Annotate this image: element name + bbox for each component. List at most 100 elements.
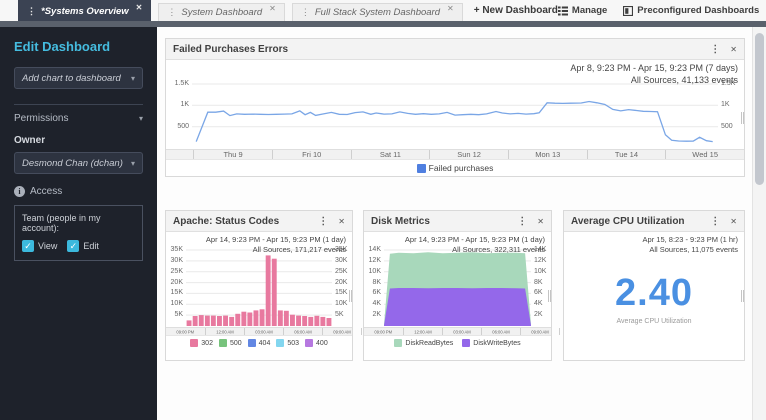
chart-info: Apr 14, 9:23 PM - Apr 15, 9:23 PM (1 day…: [206, 235, 346, 255]
close-icon[interactable]: ✕: [338, 216, 345, 226]
legend-label: 404: [258, 339, 271, 347]
y-tick-label: 14K: [534, 246, 547, 253]
legend-item[interactable]: 400: [305, 339, 328, 347]
y-tick-label: 1K: [180, 101, 189, 109]
manage-list-icon: [557, 6, 568, 15]
owner-label: Owner: [14, 135, 46, 146]
x-tick-label: 06:00 AM: [491, 329, 510, 334]
legend-item[interactable]: 404: [247, 339, 271, 347]
bar: [192, 316, 198, 326]
x-tick-cell: 12:00 AM: [204, 328, 244, 335]
bar: [308, 316, 314, 326]
legend-swatch: [305, 339, 314, 347]
sources-count: All Sources, 171,217 events: [252, 244, 346, 254]
x-tick-label: 09:00 PM: [374, 329, 393, 334]
y-tick-label: 25K: [170, 267, 183, 275]
close-icon[interactable]: ✕: [537, 216, 544, 226]
legend-item[interactable]: Failed purchases: [416, 163, 493, 173]
view-checkbox[interactable]: ✓ View: [22, 240, 57, 252]
legend-label: DiskWriteBytes: [473, 339, 521, 347]
chart-legend: Failed purchases: [166, 163, 744, 173]
x-tick-label: 06:00 AM: [293, 329, 312, 334]
panel-header[interactable]: Failed Purchases Errors ⋮ ✕: [166, 39, 744, 60]
close-icon[interactable]: ✕: [447, 4, 454, 13]
chart-svg: [186, 249, 332, 326]
owner-dropdown[interactable]: Desmond Chan (dchan) ▾: [14, 152, 143, 174]
panel-resize-handle[interactable]: [548, 290, 551, 302]
permissions-section-toggle[interactable]: Permissions ▾: [14, 113, 143, 124]
panel-header[interactable]: Apache: Status Codes ⋮ ✕: [166, 211, 352, 232]
tab-label: System Dashboard: [181, 7, 263, 18]
y-axis-right: 5K 10K 15K 20K 25K 30K 35K: [332, 246, 352, 326]
tab-systems-overview[interactable]: ⋮ *Systems Overview ✕: [18, 0, 152, 21]
tab-system-dashboard[interactable]: ⋮ System Dashboard ✕: [158, 3, 285, 21]
add-chart-dropdown[interactable]: Add chart to dashboard ▾: [14, 67, 143, 89]
apache-status-codes-chart: [186, 246, 332, 326]
x-tick-cell: Sat 11: [350, 150, 430, 159]
close-icon[interactable]: ✕: [269, 4, 276, 13]
edit-checkbox[interactable]: ✓ Edit: [67, 240, 99, 252]
line-series: [195, 100, 713, 143]
y-tick-label: 10K: [534, 267, 547, 275]
y-tick-label: 5K: [174, 311, 183, 319]
bar: [320, 316, 326, 326]
chart-svg: [192, 83, 718, 143]
x-axis: 09:00 PM 12:00 AM 03:00 AM 06:00 AM 09:00 AM…: [364, 327, 706, 336]
bar: [302, 316, 308, 326]
toolbar-strip: [0, 21, 766, 27]
panel-resize-handle[interactable]: [741, 290, 744, 302]
legend-item[interactable]: 500: [218, 339, 242, 347]
panel-resize-handle[interactable]: [349, 290, 352, 302]
bar: [229, 316, 235, 326]
legend-item[interactable]: 302: [190, 339, 213, 347]
x-tick-cell: 06:00 AM: [480, 328, 520, 335]
y-tick-label: 6K: [534, 289, 543, 297]
vertical-scrollbar-thumb[interactable]: [755, 33, 764, 185]
kebab-menu-icon[interactable]: ⋮: [318, 215, 329, 227]
x-tick-label: Mon 13: [535, 150, 561, 159]
close-icon[interactable]: ✕: [730, 216, 737, 226]
checkbox-checked-icon[interactable]: ✓: [22, 240, 34, 252]
sources-count: All Sources, 11,075 events: [649, 244, 738, 254]
average-cpu-utilization-panel: Average CPU Utilization ⋮ ✕ Apr 15, 8:23…: [563, 210, 745, 361]
kebab-menu-icon[interactable]: ⋮: [710, 215, 721, 227]
vertical-scrollbar-track[interactable]: [752, 27, 766, 420]
time-range: Apr 8, 9:23 PM - Apr 15, 9:23 PM (7 days…: [570, 63, 738, 73]
new-dashboard-button[interactable]: + New Dashboard: [473, 5, 558, 16]
disk-metrics-chart: [384, 246, 531, 326]
y-tick-label: 1.5K: [174, 80, 189, 87]
y-axis-right: 500 1K 1.5K: [718, 80, 744, 148]
x-tick-cell: Mon 13: [507, 150, 587, 159]
y-tick-label: 35K: [170, 246, 183, 253]
legend-item[interactable]: DiskWriteBytes: [462, 339, 521, 347]
x-tick-cell: Wed 15: [665, 150, 744, 159]
close-icon[interactable]: ✕: [135, 2, 143, 12]
preconfigured-dashboards-button[interactable]: Preconfigured Dashboards: [623, 5, 759, 16]
failed-purchases-panel: Failed Purchases Errors ⋮ ✕ Apr 8, 9:23 …: [165, 38, 745, 177]
y-tick-label: 10K: [335, 300, 348, 308]
x-tick-cell: 06:00 AM: [282, 328, 322, 335]
y-tick-label: 8K: [372, 278, 381, 286]
panel-title: Average CPU Utilization: [571, 215, 685, 227]
legend-swatch: [218, 339, 227, 347]
legend-swatch: [416, 163, 426, 173]
close-icon[interactable]: ✕: [730, 44, 737, 54]
panel-header[interactable]: Average CPU Utilization ⋮ ✕: [564, 211, 744, 232]
area-series: [384, 288, 531, 326]
legend-item[interactable]: DiskReadBytes: [394, 339, 453, 347]
tab-label: Full Stack System Dashboard: [314, 7, 441, 18]
legend-item[interactable]: 503: [276, 339, 299, 347]
kebab-menu-icon[interactable]: ⋮: [517, 215, 528, 227]
tab-full-stack-system-dashboard[interactable]: ⋮ Full Stack System Dashboard ✕: [291, 3, 463, 21]
chart-info: Apr 14, 9:23 PM - Apr 15, 9:23 PM (1 day…: [405, 235, 545, 255]
panel-resize-handle[interactable]: [741, 112, 744, 124]
manage-button[interactable]: Manage: [557, 5, 607, 16]
tab-grip-icon: ⋮: [167, 7, 177, 17]
x-axis-lead-cell: [166, 150, 193, 159]
x-tick-label: Wed 15: [692, 150, 719, 159]
bar: [296, 315, 301, 326]
panel-header[interactable]: Disk Metrics ⋮ ✕: [364, 211, 551, 232]
kebab-menu-icon[interactable]: ⋮: [710, 43, 721, 55]
bar: [223, 315, 228, 326]
checkbox-checked-icon[interactable]: ✓: [67, 240, 80, 252]
